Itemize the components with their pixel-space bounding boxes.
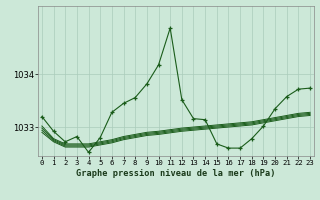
X-axis label: Graphe pression niveau de la mer (hPa): Graphe pression niveau de la mer (hPa) (76, 169, 276, 178)
